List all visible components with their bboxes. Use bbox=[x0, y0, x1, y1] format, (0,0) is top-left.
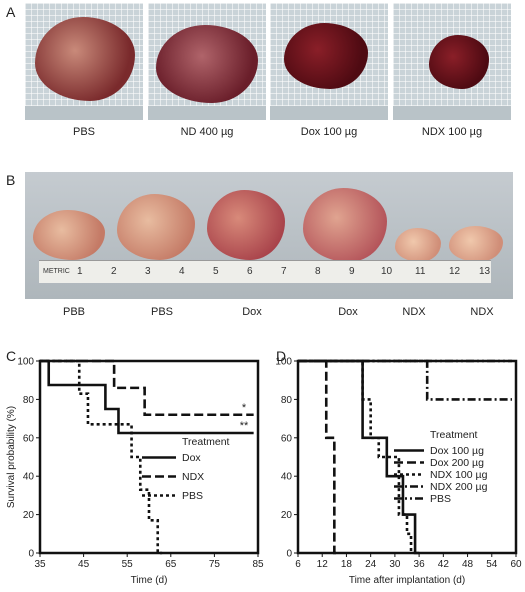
panel-b-caption-5: NDX bbox=[402, 306, 426, 318]
panel-a-letter: A bbox=[6, 4, 16, 20]
panel-a-photo-pbs bbox=[25, 3, 143, 120]
panel-b-caption-2: PBS bbox=[150, 306, 173, 318]
y-tick-label: 20 bbox=[23, 510, 35, 521]
panel-b-photo: METRIC 1 2 3 4 5 6 7 8 9 10 11 12 13 bbox=[25, 172, 513, 299]
ruler-number: 1 bbox=[77, 266, 83, 277]
ruler-number: 12 bbox=[449, 266, 461, 277]
survival-chart-c: 35 45 55 65 75 85 0 20 40 60 80 100 Time (d) Survival… bbox=[6, 357, 264, 587]
y-tick-label: 60 bbox=[23, 433, 35, 444]
legend-title: Treatment bbox=[430, 429, 478, 441]
x-tick-label: 75 bbox=[209, 559, 221, 570]
x-tick-label: 30 bbox=[389, 559, 401, 570]
panel-b-letter: B bbox=[6, 172, 16, 188]
panel-a-photo-ndx bbox=[393, 3, 511, 120]
ruler-label: METRIC bbox=[43, 268, 70, 275]
panel-a-caption-1: PBS bbox=[72, 126, 95, 138]
x-tick-label: 60 bbox=[510, 559, 522, 570]
y-tick-label: 40 bbox=[281, 472, 293, 483]
panel-a-photo-dox bbox=[270, 3, 388, 120]
series-line bbox=[298, 359, 512, 401]
legend-entry: NDX 200 µg bbox=[430, 481, 488, 493]
ruler-number: 5 bbox=[213, 266, 219, 277]
ruler-number: 10 bbox=[381, 266, 393, 277]
y-tick-label: 100 bbox=[275, 357, 292, 368]
significance-annotation: ** bbox=[240, 420, 249, 432]
tumor-b-2 bbox=[117, 194, 195, 260]
x-tick-label: 36 bbox=[414, 559, 426, 570]
legend-title: Treatment bbox=[182, 436, 230, 448]
x-tick-label: 85 bbox=[252, 559, 264, 570]
survival-chart-d: 6 12 18 24 30 36 42 48 54 60 0 20 40 60 80 100 Time afte… bbox=[275, 357, 522, 587]
series-line bbox=[298, 359, 420, 555]
significance-annotation: * bbox=[242, 402, 247, 414]
x-tick-label: 54 bbox=[486, 559, 498, 570]
x-tick-label: 45 bbox=[78, 559, 90, 570]
tumor-b-6 bbox=[449, 226, 503, 262]
x-tick-label: 42 bbox=[438, 559, 450, 570]
series-line bbox=[40, 359, 254, 435]
tumor-nd bbox=[156, 25, 258, 103]
tumor-b-1 bbox=[33, 210, 105, 260]
panel-d-letter: D bbox=[276, 348, 287, 364]
x-tick-label: 18 bbox=[341, 559, 353, 570]
ruler-number: 8 bbox=[315, 266, 321, 277]
x-tick-label: 6 bbox=[295, 559, 301, 570]
legend-entry: Dox bbox=[182, 452, 201, 464]
x-axis-label: Time (d) bbox=[131, 575, 168, 586]
tumor-b-5 bbox=[395, 228, 441, 262]
y-tick-label: 40 bbox=[23, 472, 35, 483]
y-tick-label: 80 bbox=[23, 395, 35, 406]
x-tick-label: 35 bbox=[34, 559, 46, 570]
legend-entry: NDX bbox=[182, 471, 204, 483]
panel-b-caption-1: PBB bbox=[62, 306, 85, 318]
ruler-number: 4 bbox=[179, 266, 185, 277]
panel-a-caption-4: NDX 100 µg bbox=[421, 126, 483, 138]
ruler-number: 7 bbox=[281, 266, 287, 277]
series-line bbox=[40, 359, 254, 417]
x-tick-label: 12 bbox=[317, 559, 329, 570]
y-tick-label: 0 bbox=[28, 549, 34, 560]
panel-c-letter: C bbox=[6, 348, 17, 364]
plot-frame bbox=[38, 359, 260, 555]
legend-entry: Dox 100 µg bbox=[430, 445, 484, 457]
series-line bbox=[40, 359, 163, 555]
x-tick-label: 55 bbox=[122, 559, 134, 570]
series-line bbox=[298, 359, 413, 553]
y-tick-label: 100 bbox=[17, 357, 34, 368]
x-axis-label: Time after implantation (d) bbox=[349, 575, 465, 586]
ruler-number: 2 bbox=[111, 266, 117, 277]
x-tick-label: 48 bbox=[462, 559, 474, 570]
legend-entry: NDX 100 µg bbox=[430, 469, 488, 481]
series-line bbox=[298, 359, 339, 555]
legend-entry: Dox 200 µg bbox=[430, 457, 484, 469]
legend-entry: PBS bbox=[430, 493, 451, 505]
panel-a-photo-nd bbox=[148, 3, 266, 120]
y-tick-label: 20 bbox=[281, 510, 293, 521]
tumor-b-4 bbox=[303, 188, 387, 262]
tumor-ndx bbox=[429, 35, 489, 89]
x-tick-label: 24 bbox=[365, 559, 377, 570]
legend-entry: PBS bbox=[182, 490, 203, 502]
ruler-number: 13 bbox=[479, 266, 491, 277]
panel-b-caption-3: Dox bbox=[242, 306, 262, 318]
x-tick-label: 65 bbox=[165, 559, 177, 570]
panel-b-caption-4: Dox bbox=[338, 306, 358, 318]
panel-a-caption-3: Dox 100 µg bbox=[300, 126, 358, 138]
y-tick-label: 80 bbox=[281, 395, 293, 406]
y-tick-label: 60 bbox=[281, 433, 293, 444]
y-axis-label: Survival probability (%) bbox=[6, 406, 17, 508]
y-tick-label: 0 bbox=[286, 549, 292, 560]
panel-b-ruler: METRIC 1 2 3 4 5 6 7 8 9 10 11 12 13 bbox=[39, 260, 491, 283]
panel-b-caption-6: NDX bbox=[470, 306, 494, 318]
ruler-number: 6 bbox=[247, 266, 253, 277]
ruler-number: 3 bbox=[145, 266, 151, 277]
tumor-dox bbox=[284, 23, 368, 89]
ruler-number: 11 bbox=[415, 266, 426, 277]
tumor-b-3 bbox=[207, 190, 285, 260]
ruler-number: 9 bbox=[349, 266, 355, 277]
panel-a-caption-2: ND 400 µg bbox=[180, 126, 234, 138]
tumor-pbs bbox=[35, 17, 135, 101]
